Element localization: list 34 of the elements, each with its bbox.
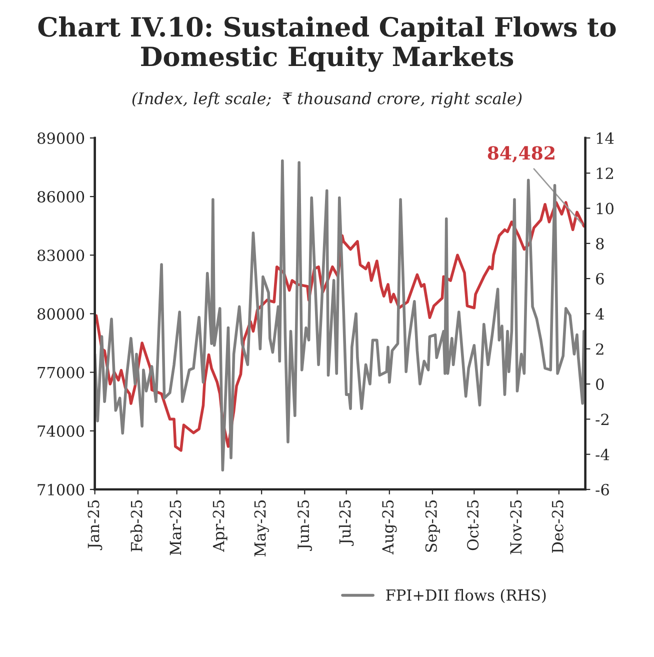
chart-subtitle: (Index, left scale; ₹ thousand crore, right scale) xyxy=(132,92,522,108)
x-tick-label: Feb-25 xyxy=(130,500,142,552)
legend-label: FPI+DII flows (RHS) xyxy=(386,589,546,604)
y2-tick-label: -4 xyxy=(596,448,610,460)
y2-tick-label: 12 xyxy=(596,168,613,179)
y-tick-label: 89000 xyxy=(38,132,84,144)
x-tick-label: Dec-25 xyxy=(552,500,564,553)
y-tick-label: 83000 xyxy=(38,250,84,262)
x-tick-label: Jun-25 xyxy=(298,500,312,551)
x-tick-label: Sep-25 xyxy=(425,500,440,552)
y2-tick-label: 10 xyxy=(596,202,614,214)
x-tick-label: Nov-25 xyxy=(510,500,522,554)
y-tick-label: 86000 xyxy=(38,191,84,203)
y-tick-label: 80000 xyxy=(38,308,84,320)
x-tick-label: Aug-25 xyxy=(382,500,397,555)
y2-tick-label: -2 xyxy=(596,414,608,425)
y2-tick-label: 4 xyxy=(596,308,604,320)
y2-tick-label: 2 xyxy=(596,343,604,355)
x-tick-label: May-25 xyxy=(254,500,269,556)
y2-tick-label: -6 xyxy=(596,484,609,496)
y2-tick-label: 0 xyxy=(596,378,604,390)
y-tick-label: 74000 xyxy=(38,425,84,437)
y-tick-label: 77000 xyxy=(38,366,84,378)
chart-title: Chart IV.10: Sustained Capital Flows to Domestic Equity Markets xyxy=(38,16,616,72)
x-tick-label: Apr-25 xyxy=(212,500,228,552)
x-tick-label: Jul-25 xyxy=(338,500,354,546)
y2-tick-label: 8 xyxy=(596,238,604,250)
x-tick-label: Oct-25 xyxy=(467,500,479,550)
y2-tick-label: 6 xyxy=(596,273,604,285)
x-tick-label: Jan-25 xyxy=(88,500,102,550)
y2-tick-label: 14 xyxy=(596,132,614,144)
annotation: 84,482 xyxy=(488,146,554,163)
y-tick-label: 71000 xyxy=(38,484,84,496)
x-tick-label: Mar-25 xyxy=(170,500,182,556)
